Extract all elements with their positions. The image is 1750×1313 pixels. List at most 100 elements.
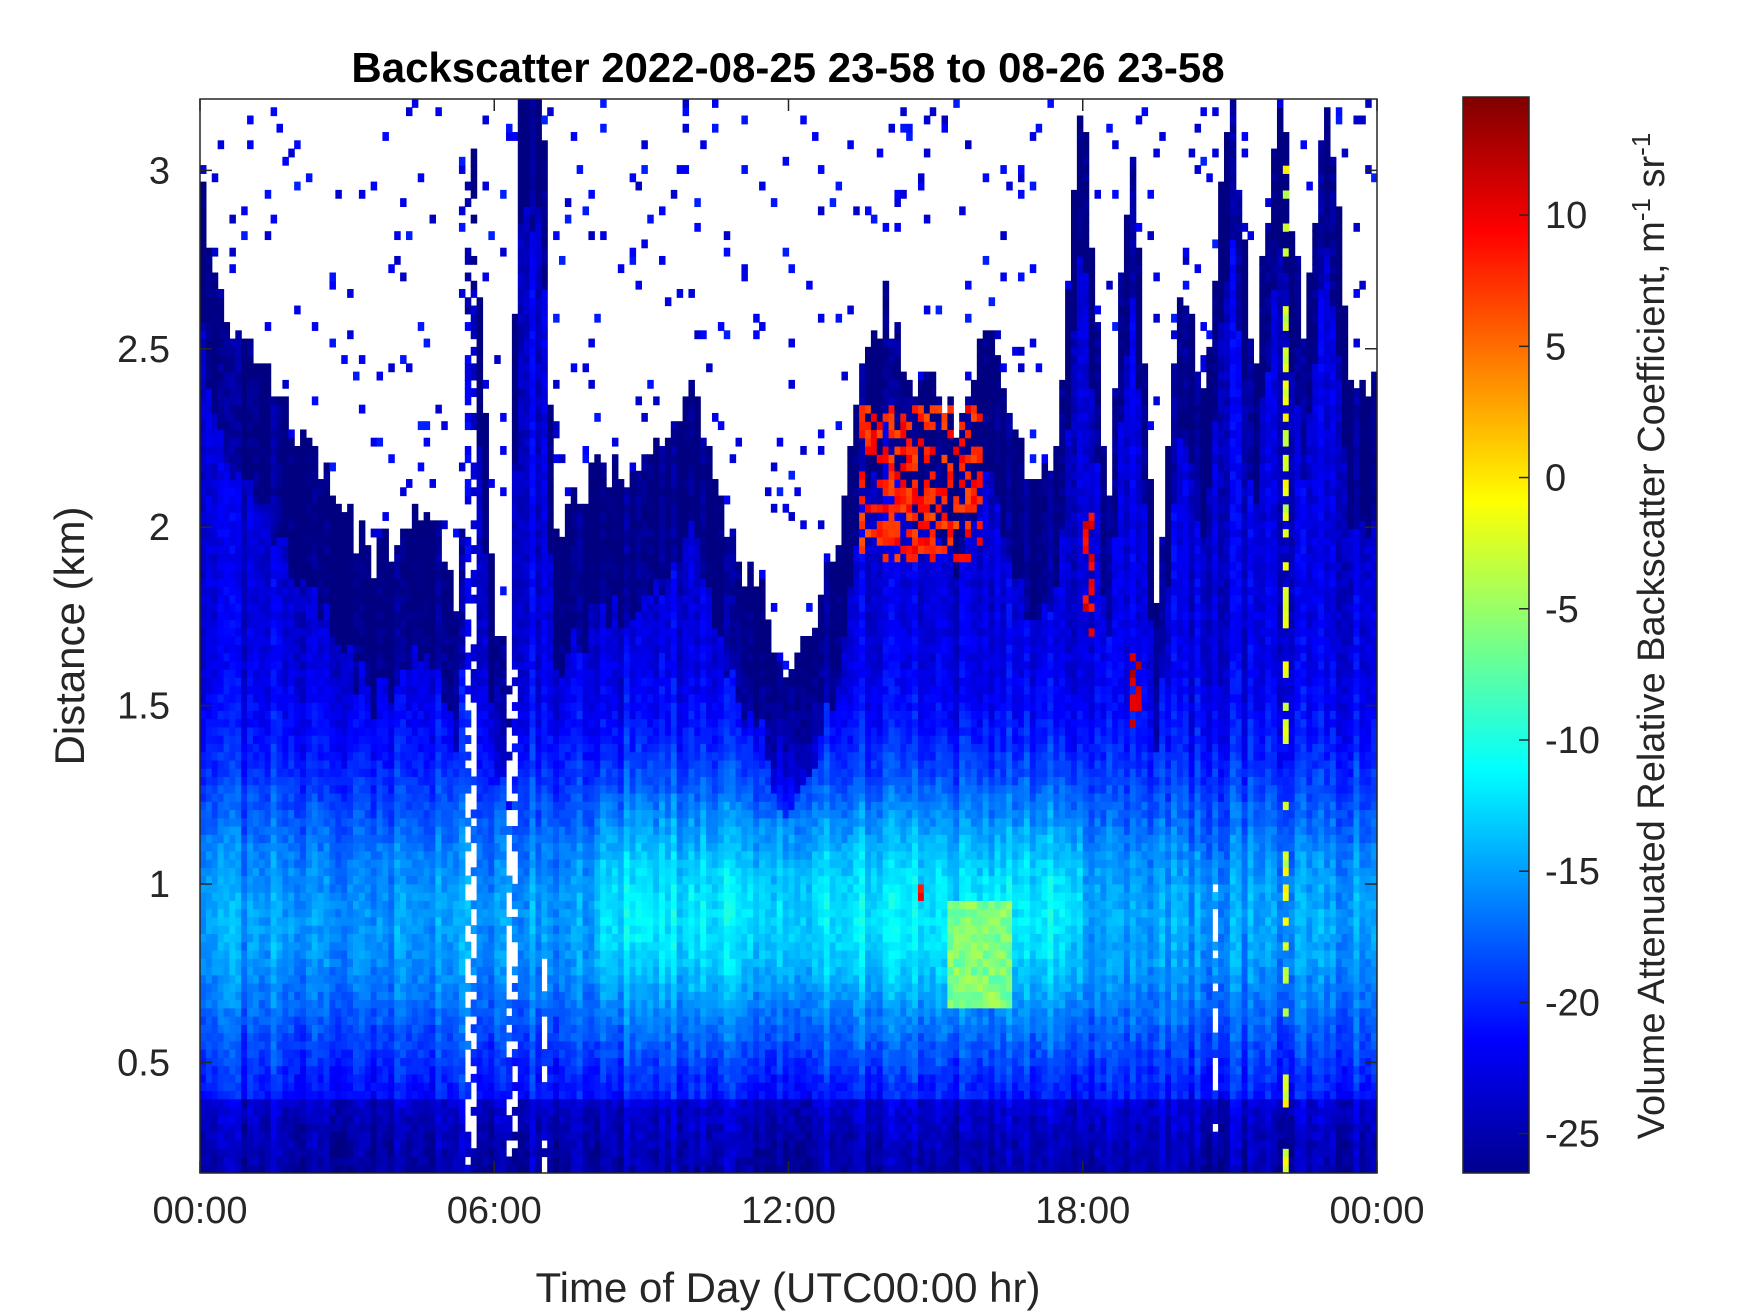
heatmap-cell xyxy=(206,603,212,612)
heatmap-cell xyxy=(377,578,383,587)
heatmap-cell xyxy=(388,1140,394,1149)
heatmap-cell xyxy=(530,545,536,554)
heatmap-cell xyxy=(324,578,330,587)
heatmap-cell xyxy=(424,1107,430,1116)
heatmap-cell xyxy=(418,735,424,744)
heatmap-cell xyxy=(241,339,247,348)
heatmap-cell xyxy=(253,628,259,637)
heatmap-cell xyxy=(512,355,518,364)
heatmap-cell xyxy=(482,966,488,975)
heatmap-cell xyxy=(435,1107,441,1116)
heatmap-cell xyxy=(459,586,465,595)
heatmap-cell xyxy=(247,578,253,587)
heatmap-cell xyxy=(406,884,412,893)
heatmap-cell xyxy=(524,702,530,711)
heatmap-cell xyxy=(212,760,218,769)
heatmap-cell xyxy=(412,743,418,752)
heatmap-cell xyxy=(430,520,436,529)
heatmap-cell xyxy=(500,743,506,752)
heatmap-cell xyxy=(265,1016,271,1025)
heatmap-cell xyxy=(212,396,218,405)
heatmap-cell xyxy=(453,669,459,678)
heatmap-cell xyxy=(488,1024,494,1033)
heatmap-cell xyxy=(282,776,288,785)
heatmap-cell xyxy=(477,355,483,364)
heatmap-cell xyxy=(435,958,441,967)
heatmap-cell xyxy=(347,529,353,538)
heatmap-cell xyxy=(318,686,324,695)
heatmap-cell xyxy=(259,785,265,794)
heatmap-cell xyxy=(335,619,341,628)
heatmap-cell xyxy=(371,785,377,794)
heatmap-cell xyxy=(212,752,218,761)
heatmap-cell xyxy=(347,1033,353,1042)
heatmap-cell xyxy=(206,421,212,430)
heatmap-cell xyxy=(394,611,400,620)
heatmap-cell xyxy=(412,1156,418,1165)
heatmap-cell xyxy=(206,933,212,942)
heatmap-cell xyxy=(241,454,247,463)
heatmap-cell xyxy=(447,983,453,992)
heatmap-cell xyxy=(271,446,277,455)
heatmap-cell xyxy=(447,809,453,818)
heatmap-cell xyxy=(494,933,500,942)
heatmap-cell xyxy=(530,818,536,827)
heatmap-cell xyxy=(253,529,259,538)
heatmap-cell xyxy=(277,950,283,959)
heatmap-cell xyxy=(482,884,488,893)
heatmap-cell xyxy=(206,446,212,455)
heatmap-cell xyxy=(306,975,312,984)
heatmap-cell xyxy=(206,537,212,546)
heatmap-cell xyxy=(359,925,365,934)
heatmap-cell xyxy=(518,909,524,918)
heatmap-cell xyxy=(241,463,247,472)
heatmap-cell xyxy=(306,173,312,182)
heatmap-cell xyxy=(229,429,235,438)
heatmap-cell xyxy=(518,206,524,215)
heatmap-cell xyxy=(224,1148,230,1157)
heatmap-cell xyxy=(247,396,253,405)
heatmap-cell xyxy=(212,355,218,364)
heatmap-cell xyxy=(247,983,253,992)
heatmap-cell xyxy=(471,1008,477,1017)
heatmap-cell xyxy=(259,421,265,430)
heatmap-cell xyxy=(353,1123,359,1132)
heatmap-cell xyxy=(247,851,253,860)
heatmap-cell xyxy=(518,165,524,174)
heatmap-cell xyxy=(371,834,377,843)
heatmap-cell xyxy=(418,752,424,761)
heatmap-cell xyxy=(459,917,465,926)
heatmap-cell xyxy=(253,405,259,414)
heatmap-cell xyxy=(288,611,294,620)
heatmap-cell xyxy=(441,1074,447,1083)
heatmap-cell xyxy=(435,1115,441,1124)
heatmap-cell xyxy=(294,859,300,868)
heatmap-cell xyxy=(341,843,347,852)
heatmap-cell xyxy=(430,843,436,852)
heatmap-cell xyxy=(324,586,330,595)
heatmap-cell xyxy=(530,603,536,612)
heatmap-cell xyxy=(371,809,377,818)
heatmap-cell xyxy=(300,496,306,505)
heatmap-cell xyxy=(382,1041,388,1050)
heatmap-cell xyxy=(294,1140,300,1149)
heatmap-cell xyxy=(253,752,259,761)
heatmap-cell xyxy=(347,950,353,959)
heatmap-cell xyxy=(518,429,524,438)
heatmap-cell xyxy=(377,801,383,810)
heatmap-cell xyxy=(500,586,506,595)
heatmap-cell xyxy=(218,702,224,711)
heatmap-cell xyxy=(253,735,259,744)
heatmap-cell xyxy=(353,1024,359,1033)
heatmap-cell xyxy=(477,669,483,678)
heatmap-cell xyxy=(271,611,277,620)
heatmap-cell xyxy=(306,595,312,604)
heatmap-cell xyxy=(282,619,288,628)
heatmap-cell xyxy=(441,892,447,901)
heatmap-cell xyxy=(247,537,253,546)
heatmap-cell xyxy=(471,578,477,587)
heatmap-cell xyxy=(371,586,377,595)
heatmap-cell xyxy=(424,917,430,926)
heatmap-cell xyxy=(377,752,383,761)
heatmap-cell xyxy=(424,826,430,835)
